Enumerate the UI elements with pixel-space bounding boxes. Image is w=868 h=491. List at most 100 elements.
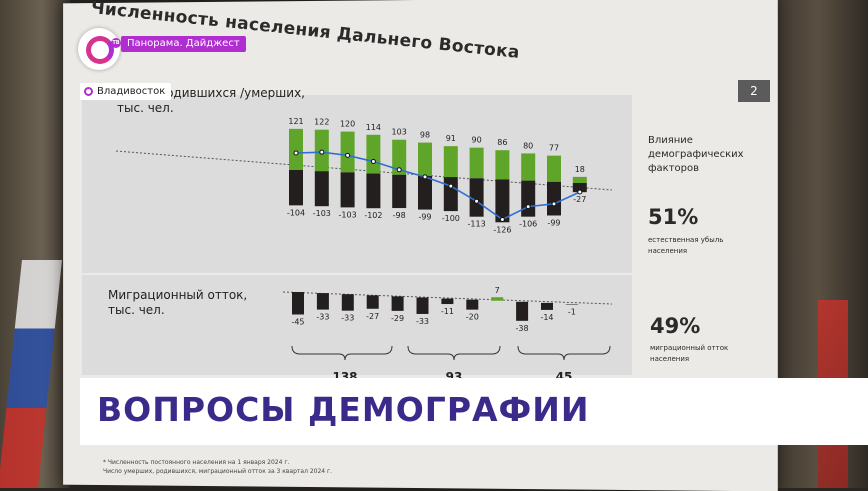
migration-value-label: -33 bbox=[416, 317, 429, 326]
deaths-bar bbox=[495, 179, 510, 223]
migration-bar bbox=[466, 299, 479, 310]
group-brace bbox=[291, 345, 393, 361]
net-change-point bbox=[474, 198, 480, 204]
deaths-bar bbox=[340, 172, 355, 208]
net-change-point bbox=[448, 183, 454, 189]
deaths-value-label: -100 bbox=[442, 214, 460, 223]
deaths-bar bbox=[443, 177, 458, 212]
migration-bar bbox=[391, 296, 404, 311]
channel-logo bbox=[78, 28, 120, 70]
births-value-label: 120 bbox=[340, 120, 355, 129]
migration-value-label: -20 bbox=[466, 313, 479, 322]
group-brace bbox=[407, 345, 501, 361]
factors-heading-line1: Влияние bbox=[648, 135, 693, 146]
natural-decline-percent: 51% bbox=[648, 205, 699, 229]
migration-label-line2: тыс. чел. bbox=[108, 303, 165, 317]
births-value-label: 98 bbox=[420, 131, 430, 140]
migration-value-label: -33 bbox=[341, 314, 354, 323]
net-change-point bbox=[370, 159, 376, 165]
migration-value-label: -1 bbox=[568, 308, 576, 317]
deaths-value-label: -113 bbox=[468, 220, 486, 229]
births-bar bbox=[469, 147, 484, 179]
net-change-point bbox=[551, 201, 557, 207]
logo-badge: ТВ bbox=[111, 38, 121, 48]
net-change-point bbox=[345, 152, 351, 158]
migration-bar bbox=[341, 294, 354, 311]
net-change-point bbox=[525, 204, 531, 210]
baseline-dotted bbox=[115, 150, 613, 191]
births-deaths-label-line2: тыс. чел. bbox=[117, 101, 174, 115]
deaths-bar bbox=[469, 178, 484, 217]
migration-label: Миграционный отток, тыс. чел. bbox=[108, 288, 247, 318]
migration-panel bbox=[82, 275, 632, 375]
births-value-label: 122 bbox=[314, 118, 329, 127]
deaths-value-label: -103 bbox=[339, 210, 357, 219]
migration-bar bbox=[292, 292, 304, 315]
migration-bar bbox=[491, 297, 504, 301]
slide-page-number: 2 bbox=[738, 80, 770, 102]
migration-value-label: -14 bbox=[540, 313, 553, 322]
births-value-label: 121 bbox=[288, 117, 303, 126]
migration-bar bbox=[541, 302, 553, 310]
migration-bar bbox=[316, 293, 329, 310]
factors-heading: Влияние демографических факторов bbox=[648, 134, 744, 176]
births-value-label: 90 bbox=[472, 136, 482, 145]
deaths-bar bbox=[418, 175, 432, 210]
net-change-point bbox=[319, 149, 325, 155]
net-change-line bbox=[295, 151, 581, 221]
deaths-value-label: -98 bbox=[393, 211, 406, 220]
births-value-label: 103 bbox=[392, 128, 407, 137]
migration-bar bbox=[416, 297, 429, 314]
births-value-label: 114 bbox=[366, 123, 381, 132]
deaths-bar bbox=[547, 181, 561, 216]
births-bar bbox=[366, 134, 381, 174]
births-bar bbox=[572, 176, 587, 183]
migration-value-label: -38 bbox=[516, 324, 529, 333]
natural-decline-caption: естественная убыль населения bbox=[648, 235, 723, 257]
migration-value-label: -33 bbox=[316, 313, 329, 322]
births-bar bbox=[418, 142, 432, 176]
migration-label-line1: Миграционный отток, bbox=[108, 288, 248, 302]
net-change-point bbox=[293, 150, 299, 156]
deaths-bar bbox=[572, 183, 587, 193]
births-bar bbox=[547, 155, 561, 182]
births-value-label: 86 bbox=[497, 138, 507, 147]
deaths-value-label: -106 bbox=[519, 220, 537, 229]
deaths-value-label: -126 bbox=[493, 225, 511, 234]
deaths-value-label: -99 bbox=[418, 213, 431, 222]
births-value-label: 77 bbox=[549, 144, 559, 153]
births-bar bbox=[289, 128, 303, 170]
footnote-line2: Число умерших, родившихся, миграционный … bbox=[103, 468, 333, 475]
deaths-bar bbox=[289, 170, 303, 206]
deaths-value-label: -104 bbox=[287, 208, 305, 217]
deaths-bar bbox=[314, 171, 329, 207]
footnote-line1: * Численность постоянного населения на 1… bbox=[103, 459, 290, 466]
migration-value-label: 7 bbox=[495, 286, 500, 295]
births-bar bbox=[340, 131, 355, 173]
deaths-value-label: -103 bbox=[313, 209, 331, 218]
net-change-point bbox=[499, 216, 505, 222]
headline-banner: ВОПРОСЫ ДЕМОГРАФИИ bbox=[80, 378, 868, 445]
migration-outflow-caption: миграционный отток населения bbox=[650, 343, 728, 365]
migration-bar bbox=[516, 301, 529, 321]
migration-caption-line1: миграционный отток bbox=[650, 344, 729, 352]
net-change-point bbox=[396, 167, 402, 173]
slide-footnote: * Численность постоянного населения на 1… bbox=[103, 458, 332, 476]
migration-bar bbox=[565, 304, 578, 305]
headline-text: ВОПРОСЫ ДЕМОГРАФИИ bbox=[97, 390, 590, 429]
migration-value-label: -27 bbox=[366, 312, 379, 321]
migration-value-label: -45 bbox=[291, 318, 304, 327]
net-change-point bbox=[422, 174, 428, 180]
deaths-value-label: -102 bbox=[364, 211, 382, 220]
location-name: Владивосток bbox=[97, 86, 166, 97]
deaths-bar bbox=[366, 173, 381, 209]
location-pin-icon bbox=[84, 87, 93, 96]
migration-bar bbox=[441, 298, 454, 305]
births-bar bbox=[392, 139, 407, 175]
births-bar bbox=[521, 153, 536, 181]
migration-value-label: -11 bbox=[441, 307, 454, 316]
deaths-value-label: -27 bbox=[573, 195, 586, 204]
natural-caption-line2: населения bbox=[648, 247, 688, 255]
migration-outflow-percent: 49% bbox=[650, 314, 701, 338]
deaths-bar bbox=[521, 180, 536, 217]
